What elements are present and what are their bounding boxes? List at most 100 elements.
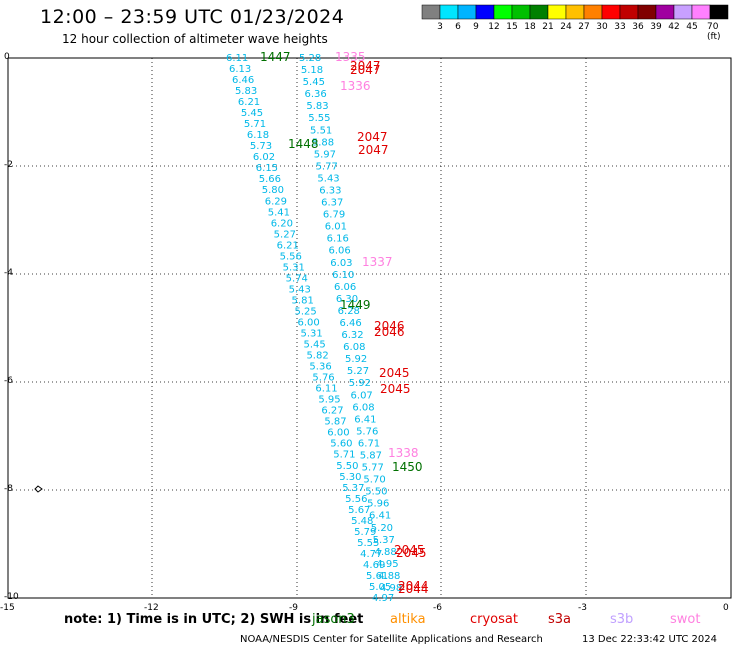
legend-swot: swot — [670, 612, 701, 627]
wave-height-value: 4.97 — [372, 593, 394, 604]
wave-height-value: 5.82 — [306, 351, 328, 362]
wave-height-value: 6.41 — [369, 511, 391, 522]
wave-height-value: 5.18 — [301, 65, 323, 76]
wave-height-value: 5.36 — [309, 362, 331, 373]
wave-height-value: 5.45 — [241, 108, 263, 119]
wave-height-value: 6.21 — [277, 240, 299, 251]
wave-height-value: 5.71 — [333, 450, 355, 461]
y-tick-label: 0 — [4, 52, 10, 62]
color-scale-label: 12 — [488, 22, 500, 32]
wave-height-value: 6.15 — [256, 163, 278, 174]
pass-time-label: 2046 — [374, 325, 405, 339]
wave-height-value: 5.30 — [339, 472, 361, 483]
color-scale-label: 24 — [560, 22, 572, 32]
wave-height-value: 6.41 — [354, 414, 376, 425]
pass-time-label: 1335 — [335, 50, 366, 64]
wave-height-value: 5.41 — [268, 207, 290, 218]
wave-height-value: 5.50 — [336, 461, 358, 472]
y-tick-label: -2 — [4, 160, 13, 170]
wave-height-value: 6.21 — [238, 97, 260, 108]
wave-height-value: 4.95 — [376, 559, 398, 570]
wave-height-value: 5.20 — [371, 523, 393, 534]
pass-time-label: 1450 — [392, 460, 423, 474]
wave-height-value: 5.92 — [345, 354, 367, 365]
pass-time-label: 2045 — [380, 382, 411, 396]
wave-height-value: 5.76 — [356, 426, 378, 437]
wave-height-value: 5.81 — [292, 295, 314, 306]
wave-height-value: 5.79 — [354, 527, 376, 538]
color-scale-label: 70 (ft) — [707, 22, 721, 42]
color-scale-label: 30 — [596, 22, 608, 32]
wave-height-value: 5.76 — [312, 373, 334, 384]
wave-height-value: 5.60 — [330, 439, 352, 450]
y-tick-label: -4 — [4, 268, 13, 278]
wave-height-value: 5.05 — [369, 582, 391, 593]
wave-height-value: 5.77 — [316, 161, 338, 172]
wave-height-value: 6.03 — [330, 258, 352, 269]
wave-height-value: 5.77 — [362, 463, 384, 474]
wave-height-value: 5.51 — [310, 125, 332, 136]
footer-credit: NOAA/NESDIS Center for Satellite Applica… — [240, 634, 543, 645]
page-subtitle: 12 hour collection of altimeter wave hei… — [62, 32, 328, 46]
wave-height-value: 6.08 — [343, 342, 365, 353]
wave-height-value: 5.45 — [303, 77, 325, 88]
pass-time-label: 2044 — [398, 582, 429, 596]
pass-time-label: 1449 — [340, 298, 371, 312]
wave-height-value: 5.95 — [318, 395, 340, 406]
footer-timestamp: 13 Dec 22:33:42 UTC 2024 — [582, 634, 717, 645]
pass-time-label: 2047 — [350, 63, 381, 77]
wave-height-value: 5.92 — [349, 378, 371, 389]
wave-height-value: 5.45 — [303, 340, 325, 351]
color-scale-label: 27 — [578, 22, 590, 32]
wave-height-value: 6.79 — [323, 210, 345, 221]
color-scale-label: 9 — [473, 22, 479, 32]
wave-height-value: 6.30 — [336, 294, 358, 305]
color-scale-label: 3 — [437, 22, 443, 32]
pass-time-label: 1338 — [388, 446, 419, 460]
color-scale-label: 42 — [668, 22, 680, 32]
wave-height-value: 5.50 — [365, 487, 387, 498]
wave-height-value: 6.08 — [352, 402, 374, 413]
page-title: 12:00 – 23:59 UTC 01/23/2024 — [40, 6, 345, 28]
note-text: note: 1) Time is in UTC; 2) SWH is in fe… — [64, 612, 364, 627]
wave-height-value: 6.11 — [226, 53, 248, 64]
color-scale-label: 33 — [614, 22, 626, 32]
wave-height-value: 5.27 — [347, 366, 369, 377]
wave-height-value: 5.37 — [342, 483, 364, 494]
wave-height-value: 6.11 — [315, 384, 337, 395]
wave-height-value: 5.31 — [283, 262, 305, 273]
wave-height-value: 6.00 — [327, 428, 349, 439]
pass-time-label: 1447 — [260, 50, 291, 64]
color-scale-label: 15 — [506, 22, 518, 32]
legend-s3a: s3a — [548, 612, 572, 627]
legend-cryosat: cryosat — [470, 612, 518, 627]
wave-height-value: 5.80 — [262, 185, 284, 196]
coastline-fragment — [34, 485, 43, 493]
pass-time-label: 2045 — [394, 543, 425, 557]
wave-height-value: 5.25 — [295, 306, 317, 317]
wave-height-value: 5.88 — [312, 137, 334, 148]
legend-altika: altika — [390, 612, 426, 627]
y-tick-label: -6 — [4, 376, 13, 386]
plot-frame — [7, 57, 732, 599]
wave-height-value: 4.98 — [380, 583, 402, 594]
wave-height-value: 6.16 — [327, 234, 349, 245]
wave-height-tracks: 6.116.136.465.836.215.455.716.185.736.02… — [226, 53, 402, 604]
wave-height-value: 6.71 — [358, 438, 380, 449]
pass-time-label: 2045 — [396, 546, 427, 560]
wave-height-value: 6.18 — [247, 130, 269, 141]
x-tick-label: -15 — [0, 603, 15, 613]
wave-height-value: 4.77 — [360, 549, 382, 560]
wave-height-value: 5.48 — [351, 516, 373, 527]
pass-time-label: 2046 — [374, 319, 405, 333]
wave-height-value: 6.20 — [271, 218, 293, 229]
wave-height-value: 5.55 — [357, 538, 379, 549]
legend-jason3: jason3 — [312, 612, 355, 627]
y-tick-label: -8 — [4, 484, 13, 494]
wave-height-value: 6.06 — [328, 246, 350, 257]
wave-height-value: 6.33 — [319, 186, 341, 197]
wave-height-value: 5.71 — [244, 119, 266, 130]
pass-time-label: 2047 — [358, 143, 389, 157]
wave-height-value: 4.69 — [363, 560, 385, 571]
